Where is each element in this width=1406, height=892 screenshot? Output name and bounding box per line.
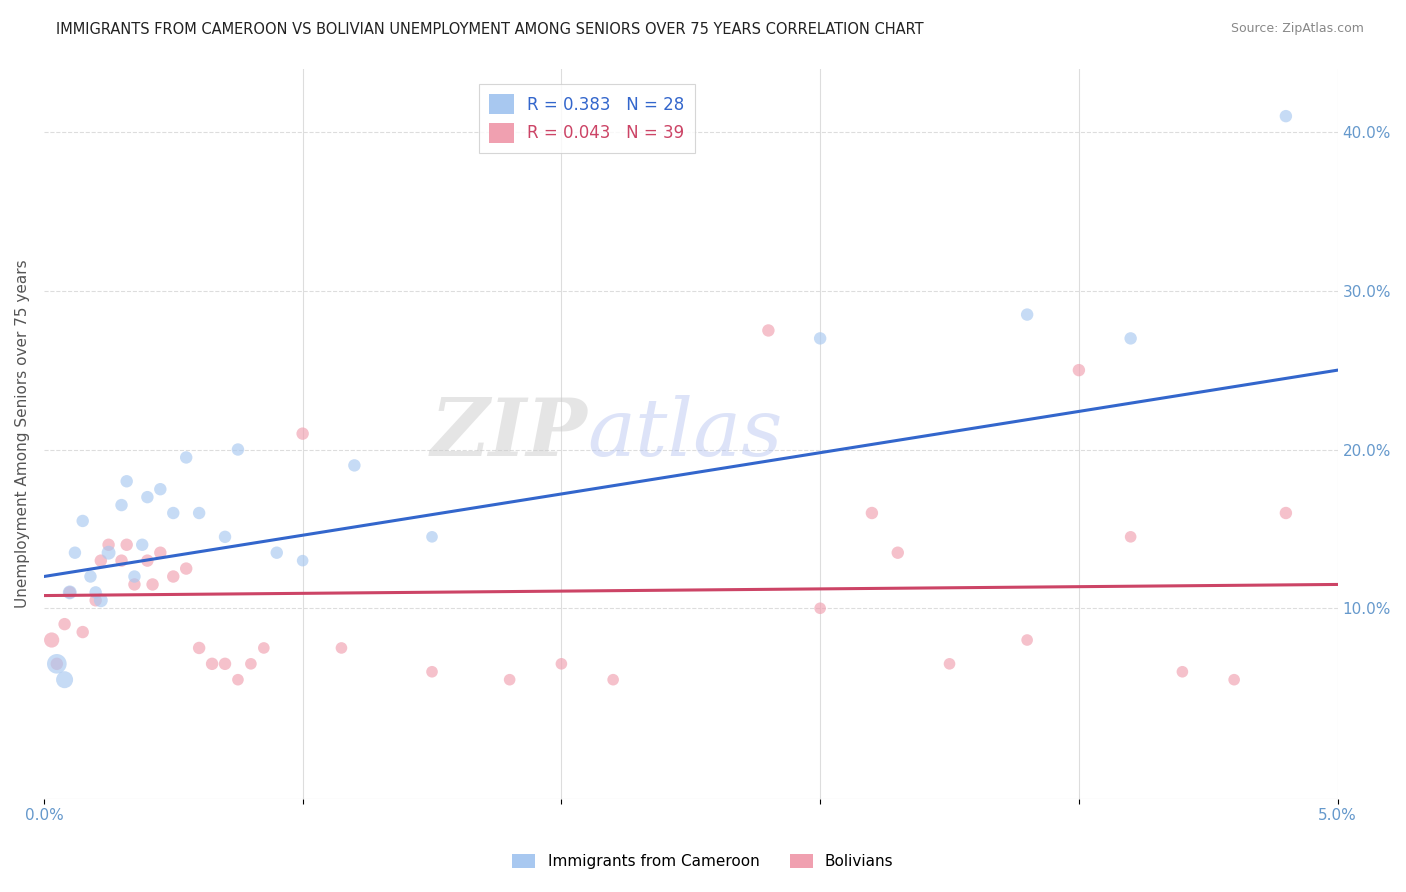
Text: ZIP: ZIP — [430, 395, 588, 473]
Point — [1067, 363, 1090, 377]
Point — [110, 498, 132, 512]
Point — [1017, 308, 1039, 322]
Point — [84, 585, 107, 599]
Point — [1119, 530, 1142, 544]
Point — [291, 554, 314, 568]
Point — [136, 490, 159, 504]
Point — [136, 554, 159, 568]
Point — [149, 546, 172, 560]
Point — [938, 657, 960, 671]
Point — [1171, 665, 1194, 679]
Point — [239, 657, 262, 671]
Point — [253, 640, 276, 655]
Point — [420, 665, 443, 679]
Point — [226, 442, 249, 457]
Point — [550, 657, 572, 671]
Point — [124, 569, 146, 583]
Point — [63, 546, 86, 560]
Point — [124, 577, 146, 591]
Point — [1017, 633, 1039, 648]
Y-axis label: Unemployment Among Seniors over 75 years: Unemployment Among Seniors over 75 years — [15, 260, 30, 608]
Point — [149, 482, 172, 496]
Text: IMMIGRANTS FROM CAMEROON VS BOLIVIAN UNEMPLOYMENT AMONG SENIORS OVER 75 YEARS CO: IMMIGRANTS FROM CAMEROON VS BOLIVIAN UNE… — [56, 22, 924, 37]
Point — [162, 506, 184, 520]
Point — [887, 546, 910, 560]
Point — [45, 657, 67, 671]
Point — [131, 538, 153, 552]
Point — [162, 569, 184, 583]
Point — [188, 506, 211, 520]
Point — [110, 554, 132, 568]
Point — [90, 593, 112, 607]
Point — [808, 601, 831, 615]
Point — [201, 657, 224, 671]
Point — [41, 633, 63, 648]
Point — [1275, 506, 1298, 520]
Point — [498, 673, 520, 687]
Point — [226, 673, 249, 687]
Point — [84, 593, 107, 607]
Point — [97, 546, 120, 560]
Point — [115, 538, 138, 552]
Point — [291, 426, 314, 441]
Point — [72, 514, 94, 528]
Point — [174, 561, 197, 575]
Point — [90, 554, 112, 568]
Point — [142, 577, 165, 591]
Point — [53, 673, 76, 687]
Point — [808, 331, 831, 345]
Point — [59, 585, 82, 599]
Point — [330, 640, 353, 655]
Legend: Immigrants from Cameroon, Bolivians: Immigrants from Cameroon, Bolivians — [506, 848, 900, 875]
Point — [266, 546, 288, 560]
Point — [343, 458, 366, 473]
Point — [115, 475, 138, 489]
Point — [758, 323, 780, 337]
Text: atlas: atlas — [588, 395, 783, 473]
Point — [79, 569, 101, 583]
Point — [53, 617, 76, 632]
Point — [1223, 673, 1246, 687]
Point — [59, 585, 82, 599]
Point — [602, 673, 624, 687]
Point — [97, 538, 120, 552]
Point — [45, 657, 67, 671]
Point — [1119, 331, 1142, 345]
Point — [174, 450, 197, 465]
Point — [420, 530, 443, 544]
Point — [214, 530, 236, 544]
Point — [214, 657, 236, 671]
Point — [72, 625, 94, 640]
Point — [1275, 109, 1298, 123]
Point — [860, 506, 883, 520]
Text: Source: ZipAtlas.com: Source: ZipAtlas.com — [1230, 22, 1364, 36]
Point — [188, 640, 211, 655]
Legend: R = 0.383   N = 28, R = 0.043   N = 39: R = 0.383 N = 28, R = 0.043 N = 39 — [479, 84, 695, 153]
